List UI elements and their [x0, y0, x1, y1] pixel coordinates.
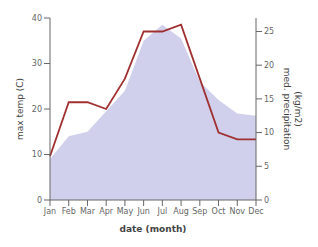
- svg-text:Feb: Feb: [62, 207, 76, 216]
- svg-text:max temp (C): max temp (C): [15, 78, 25, 140]
- svg-text:0: 0: [37, 196, 42, 205]
- svg-text:0: 0: [264, 196, 269, 205]
- svg-text:40: 40: [32, 14, 42, 23]
- svg-text:Apr: Apr: [99, 207, 114, 216]
- svg-text:10: 10: [264, 128, 274, 137]
- svg-text:30: 30: [32, 59, 42, 68]
- svg-text:25: 25: [264, 27, 274, 36]
- svg-text:20: 20: [32, 105, 42, 114]
- svg-text:Mar: Mar: [80, 207, 96, 216]
- svg-text:Jul: Jul: [157, 207, 168, 216]
- svg-text:Oct: Oct: [212, 207, 226, 216]
- svg-text:Aug: Aug: [173, 207, 189, 216]
- svg-text:Dec: Dec: [248, 207, 263, 216]
- svg-text:Sep: Sep: [192, 207, 207, 216]
- svg-text:med. precipitation(kg/m2): med. precipitation(kg/m2): [283, 68, 304, 150]
- svg-text:5: 5: [264, 162, 269, 171]
- svg-text:May: May: [117, 207, 134, 216]
- svg-text:Jun: Jun: [136, 207, 150, 216]
- svg-text:20: 20: [264, 61, 274, 70]
- svg-text:Jan: Jan: [43, 207, 56, 216]
- svg-text:10: 10: [32, 150, 42, 159]
- svg-text:date (month): date (month): [120, 224, 187, 234]
- svg-text:15: 15: [264, 95, 274, 104]
- svg-text:Nov: Nov: [229, 207, 245, 216]
